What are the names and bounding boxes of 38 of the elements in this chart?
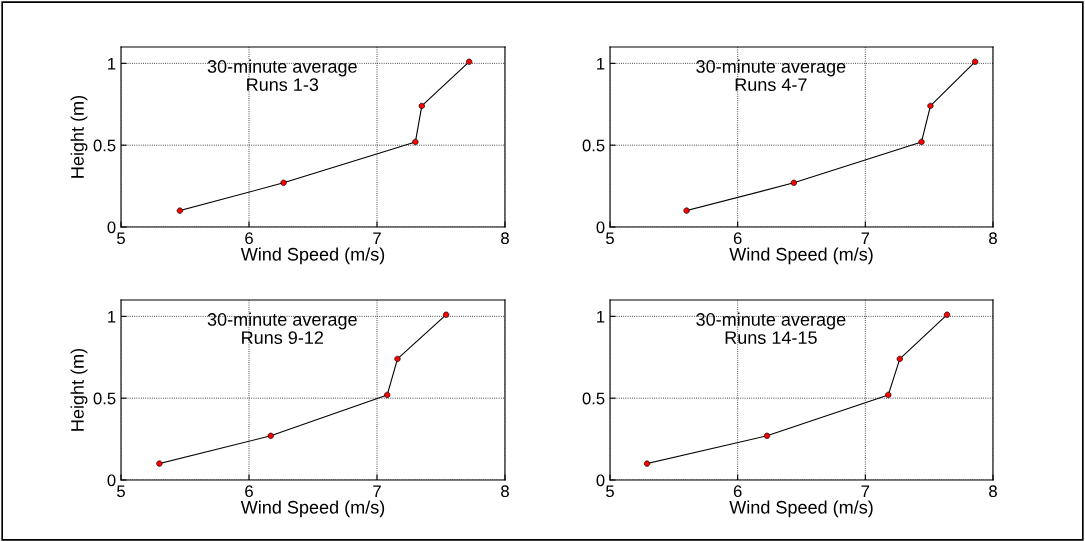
y-axis-title: Height (m) <box>70 95 88 178</box>
x-tick-label: 7 <box>373 485 381 497</box>
y-tick-label: 1 <box>108 57 116 70</box>
annotation: 30-minute average Runs 9-12 <box>207 312 357 344</box>
x-tick-label: 7 <box>861 232 870 244</box>
x-tick-label: 7 <box>861 485 870 497</box>
y-tick-label: 0 <box>107 474 116 487</box>
y-tick-label: 1 <box>597 310 605 323</box>
x-tick-label: 8 <box>501 232 509 245</box>
x-axis-title: Wind Speed (m/s) <box>729 247 873 265</box>
x-axis-title: Wind Speed (m/s) <box>240 500 385 518</box>
x-axis-title: Wind Speed (m/s) <box>729 500 873 518</box>
y-tick-label: 0.5 <box>93 392 116 405</box>
x-tick-label: 7 <box>373 232 381 244</box>
annotation: 30-minute average Runs 14-15 <box>696 312 846 344</box>
x-tick-label: 5 <box>117 485 125 498</box>
y-tick-label: 1 <box>108 310 116 323</box>
x-tick-label: 8 <box>989 232 997 245</box>
x-tick-label: 6 <box>733 232 742 245</box>
x-tick-label: 6 <box>245 232 253 245</box>
y-tick-label: 0.5 <box>582 392 605 405</box>
x-tick-label: 5 <box>606 232 614 245</box>
y-tick-label: 0 <box>596 474 605 487</box>
x-tick-label: 6 <box>245 485 253 498</box>
x-tick-label: 6 <box>733 485 742 498</box>
x-tick-label: 8 <box>989 485 997 498</box>
y-tick-label: 0.5 <box>582 139 605 152</box>
y-tick-label: 0 <box>596 221 605 234</box>
y-tick-label: 0 <box>107 221 116 234</box>
y-axis-title: Height (m) <box>70 348 88 431</box>
x-tick-label: 5 <box>606 485 614 498</box>
y-tick-label: 0.5 <box>93 139 116 152</box>
x-axis-title: Wind Speed (m/s) <box>240 247 385 265</box>
annotation: 30-minute average Runs 4-7 <box>696 59 846 91</box>
x-tick-label: 8 <box>501 485 509 498</box>
y-tick-label: 1 <box>597 57 605 70</box>
annotation: 30-minute average Runs 1-3 <box>207 59 357 91</box>
x-tick-label: 5 <box>117 232 125 245</box>
